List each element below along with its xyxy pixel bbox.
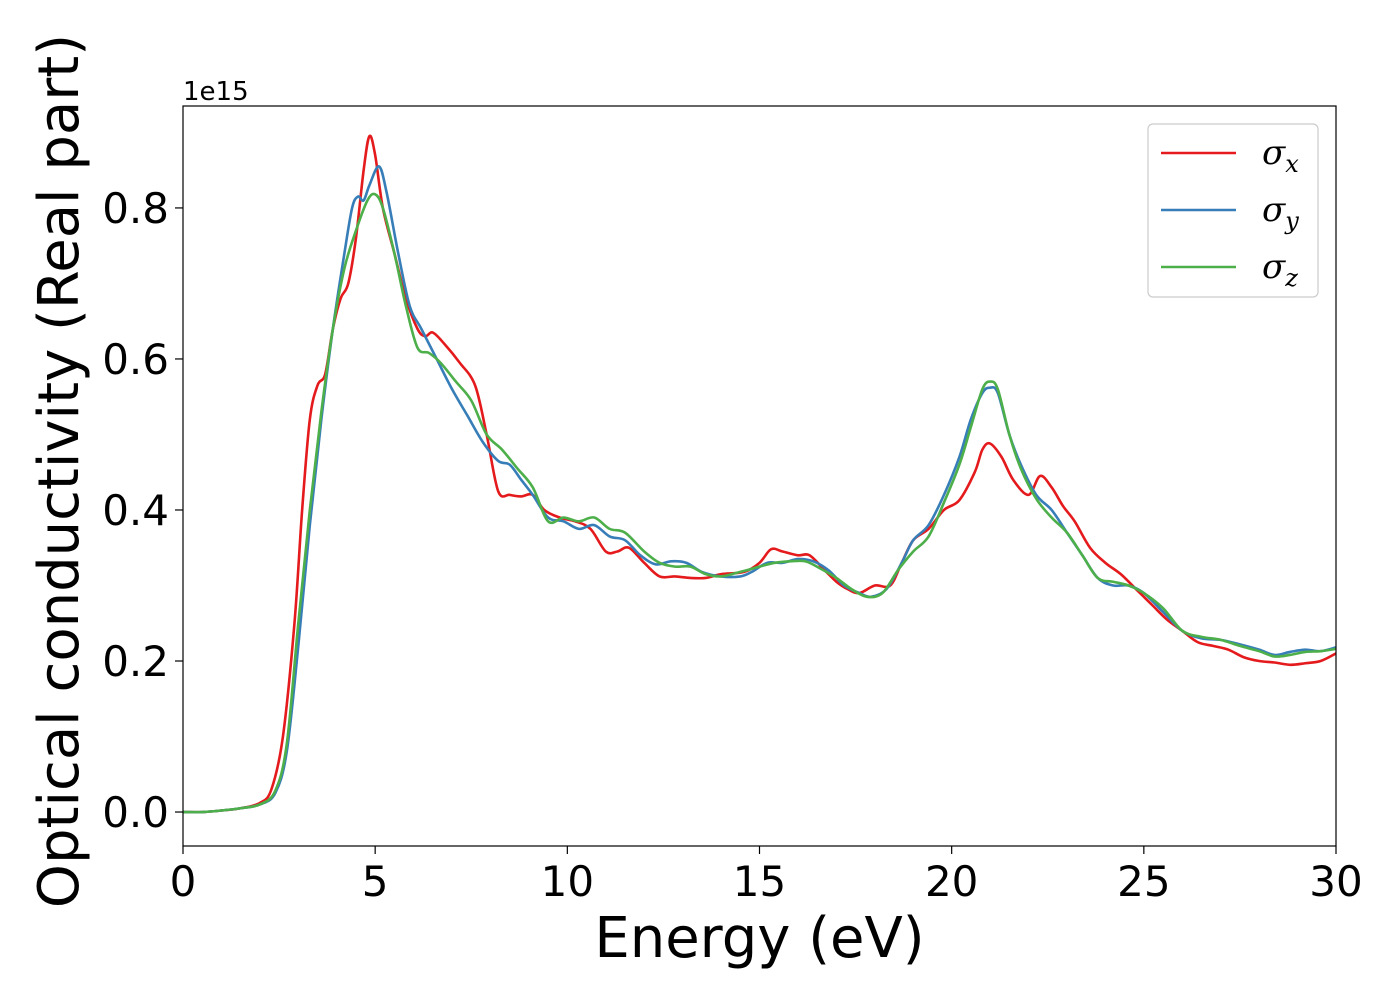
x-tick-label: 0 xyxy=(170,857,197,906)
legend: σx σy σz xyxy=(1147,123,1319,298)
x-tick-label: 20 xyxy=(925,857,978,906)
series-line-z xyxy=(183,192,1336,814)
series-layer xyxy=(183,134,1336,814)
ticks-layer: 0 5 10 15 20 25 30 0.0 0.2 0.4 0.6 0.8 xyxy=(102,184,1363,906)
legend-label-z: σz xyxy=(1262,247,1298,292)
y-tick-label: 0.6 xyxy=(102,335,169,384)
legend-label-x: σx xyxy=(1262,133,1299,178)
series-line-x xyxy=(183,134,1336,814)
x-tick-label: 30 xyxy=(1309,857,1362,906)
x-tick-label: 5 xyxy=(362,857,389,906)
legend-items: σx σy σz xyxy=(1161,133,1299,292)
y-tick-label: 0.8 xyxy=(102,184,169,233)
x-axis-title: Energy (eV) xyxy=(594,906,924,971)
legend-label-y: σy xyxy=(1262,190,1299,235)
y-tick-label: 0.2 xyxy=(102,637,169,686)
x-tick-label: 10 xyxy=(541,857,594,906)
x-tick-label: 25 xyxy=(1117,857,1170,906)
y-axis-title: Optical conductivity (Real part) xyxy=(27,34,92,908)
y-tick-label: 0.0 xyxy=(102,788,169,837)
y-offset-label: 1e15 xyxy=(183,77,249,107)
y-tick-label: 0.4 xyxy=(102,486,169,535)
x-tick-label: 15 xyxy=(733,857,786,906)
